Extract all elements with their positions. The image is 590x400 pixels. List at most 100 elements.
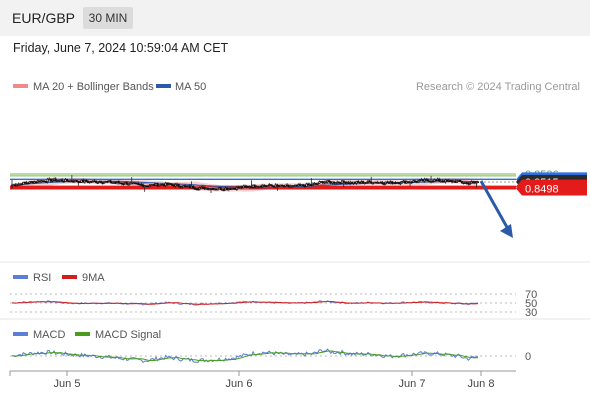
candle-up: [174, 184, 177, 187]
candle-down: [358, 181, 361, 184]
candle-down: [82, 179, 85, 183]
legend-ma20: MA 20 + Bollinger Bands: [33, 81, 154, 93]
candle-down: [321, 181, 324, 184]
candle-down: [195, 188, 198, 191]
macd-label-0: 0: [525, 351, 531, 363]
candle-up: [371, 182, 374, 185]
candle-down: [145, 185, 148, 188]
candle-down: [137, 183, 140, 185]
candle-up: [444, 179, 447, 183]
candle-down: [465, 182, 468, 184]
candle-up: [151, 184, 154, 186]
candle-up: [231, 187, 234, 190]
candle-up: [423, 179, 426, 182]
candle-down: [253, 184, 256, 188]
candle-up: [190, 185, 193, 189]
candle-up: [313, 183, 316, 185]
candle-down: [171, 184, 174, 186]
candle-up: [311, 183, 315, 186]
rsi-lines: [11, 300, 479, 306]
candle-up: [292, 185, 295, 187]
candle-up: [28, 181, 31, 184]
candle-down: [459, 180, 462, 182]
candle-down: [243, 185, 247, 188]
candle-up: [284, 184, 287, 187]
candlesticks: [10, 175, 480, 193]
candle-down: [428, 180, 431, 183]
candle-down: [49, 178, 52, 182]
candle-down: [140, 184, 143, 186]
timeframe-button[interactable]: 30 MIN: [83, 7, 133, 29]
candle-up: [164, 182, 167, 186]
candle-down: [460, 181, 463, 183]
candle-up: [127, 183, 130, 186]
candle-up: [154, 183, 158, 186]
candle-down: [421, 179, 425, 182]
candle-up: [308, 184, 311, 186]
candle-down: [462, 182, 465, 184]
candle-up: [412, 180, 415, 183]
candle-down: [446, 179, 449, 182]
candle-down: [449, 180, 452, 182]
candle-up: [209, 188, 213, 190]
candle-down: [234, 188, 237, 190]
candle-down: [27, 182, 30, 185]
macd-lines: [11, 348, 479, 363]
candle-up: [261, 184, 264, 188]
rsi-label-70: 70: [525, 289, 537, 301]
candle-up: [208, 188, 211, 191]
candle-down: [119, 182, 122, 185]
candle-up: [224, 187, 227, 191]
candle-down: [93, 180, 96, 183]
candle-up: [53, 178, 56, 181]
candle-up: [98, 181, 101, 184]
x-tick-label: Jun 5: [54, 378, 81, 390]
candle-up: [345, 182, 348, 185]
candle-up: [182, 185, 185, 188]
candle-up: [124, 182, 127, 185]
candle-up: [290, 185, 293, 188]
candle-down: [219, 187, 222, 190]
x-tick-label: Jun 6: [226, 378, 253, 390]
candle-down: [70, 180, 73, 183]
legend-macd-signal: MACD Signal: [95, 329, 161, 341]
candle-up: [17, 183, 20, 186]
candle-up: [331, 181, 334, 184]
candle-up: [373, 181, 376, 184]
candle-down: [245, 186, 248, 188]
candle-down: [473, 181, 476, 184]
candle-up: [12, 184, 15, 186]
candle-down: [434, 179, 437, 182]
candle-up: [175, 184, 179, 186]
candle-down: [72, 181, 75, 183]
candle-down: [386, 181, 389, 184]
candle-up: [399, 182, 402, 185]
candle-down: [122, 183, 125, 186]
candle-up: [418, 179, 421, 182]
candle-down: [394, 182, 397, 185]
candle-up: [455, 180, 459, 183]
candle-down: [142, 184, 145, 187]
legend-9ma: 9MA: [82, 272, 105, 284]
rsi-9ma-line: [11, 300, 479, 305]
candle-down: [54, 178, 57, 182]
candle-down: [303, 185, 306, 187]
candle-down: [156, 183, 159, 187]
candle-down: [229, 188, 232, 190]
candle-up: [218, 187, 221, 190]
candle-down: [298, 184, 302, 186]
candle-up: [148, 185, 151, 187]
candle-up: [91, 180, 94, 183]
candle-up: [436, 178, 439, 181]
candle-down: [77, 181, 80, 183]
candle-down: [263, 184, 266, 187]
candle-up: [143, 185, 146, 188]
rsi-label-30: 30: [525, 307, 537, 319]
candle-up: [300, 184, 303, 187]
candle-down: [287, 184, 290, 187]
candle-down: [163, 184, 166, 186]
candle-down: [184, 185, 187, 188]
candle-down: [222, 189, 226, 191]
candle-up: [252, 184, 255, 188]
